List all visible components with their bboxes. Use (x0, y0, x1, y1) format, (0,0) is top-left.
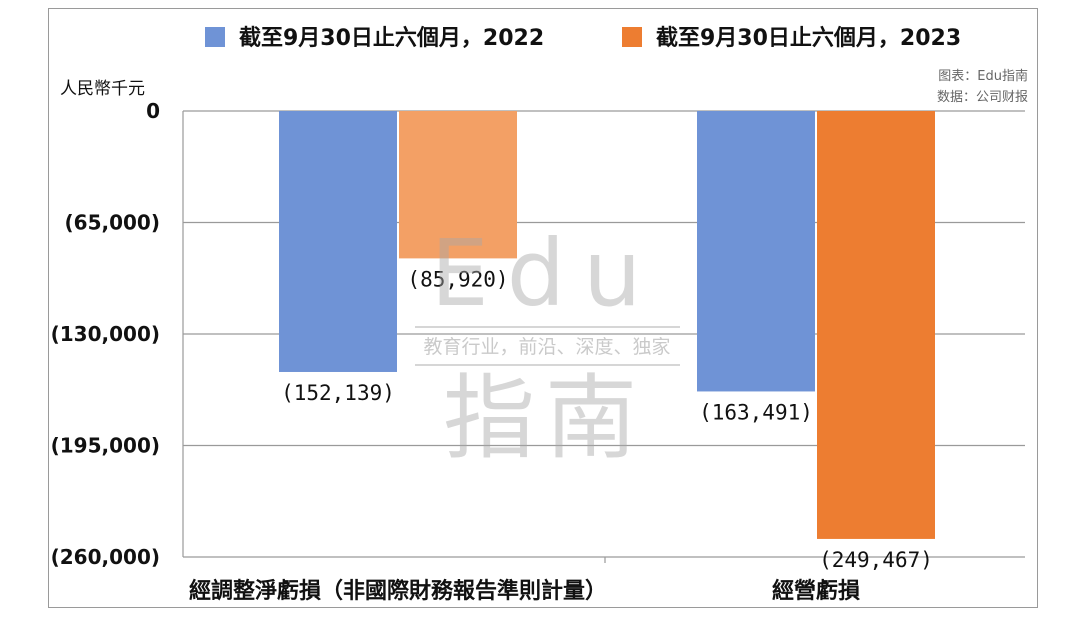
y-tick-label: (130,000) (51, 322, 160, 346)
data-labels: (152,139) (85,920) (163,491) (249,467) (281, 267, 933, 572)
source-chart-credit: 图表：Edu指南 (938, 68, 1028, 84)
category-label-1: 經營虧損 (772, 578, 861, 604)
bar-2022-1 (697, 111, 815, 392)
legend-label-2023: 截至9月30日止六個月，2023 (656, 26, 961, 51)
bars (279, 111, 935, 539)
y-tick-label: (195,000) (51, 434, 160, 458)
watermark: Edu 教育行业，前沿、深度、独家 指南 (415, 220, 680, 472)
watermark-top-text: Edu (431, 220, 660, 327)
legend-swatch-2022 (205, 27, 225, 47)
watermark-middle-text: 教育行业，前沿、深度、独家 (423, 336, 670, 358)
legend-swatch-2023 (622, 27, 642, 47)
legend: 截至9月30日止六個月，2022 截至9月30日止六個月，2023 (205, 26, 961, 51)
y-tick-label: (65,000) (65, 211, 160, 235)
data-label: (163,491) (699, 400, 813, 424)
y-axis-ticks: 0 (65,000) (130,000) (195,000) (260,000) (51, 99, 160, 569)
y-axis-unit: 人民幣千元 (60, 79, 145, 99)
data-label: (249,467) (819, 548, 933, 572)
y-tick-label: (260,000) (51, 545, 160, 569)
y-tick-label: 0 (146, 99, 160, 123)
bar-2023-1 (817, 111, 935, 539)
data-label: (152,139) (281, 381, 395, 405)
bar-2023-0 (399, 111, 517, 259)
category-label-0: 經調整淨虧損（非國際財務報告準則計量） (189, 578, 607, 604)
watermark-bottom-text: 指南 (443, 365, 647, 472)
source-data-credit: 数据：公司财报 (937, 90, 1028, 105)
category-labels: 經調整淨虧損（非國際財務報告準則計量） 經營虧損 (189, 578, 861, 604)
data-label: (85,920) (407, 267, 508, 291)
bar-2022-0 (279, 111, 397, 372)
legend-label-2022: 截至9月30日止六個月，2022 (239, 26, 544, 51)
